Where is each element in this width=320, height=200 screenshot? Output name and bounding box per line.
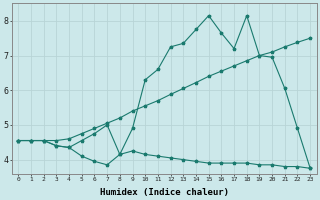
X-axis label: Humidex (Indice chaleur): Humidex (Indice chaleur) [100,188,229,197]
